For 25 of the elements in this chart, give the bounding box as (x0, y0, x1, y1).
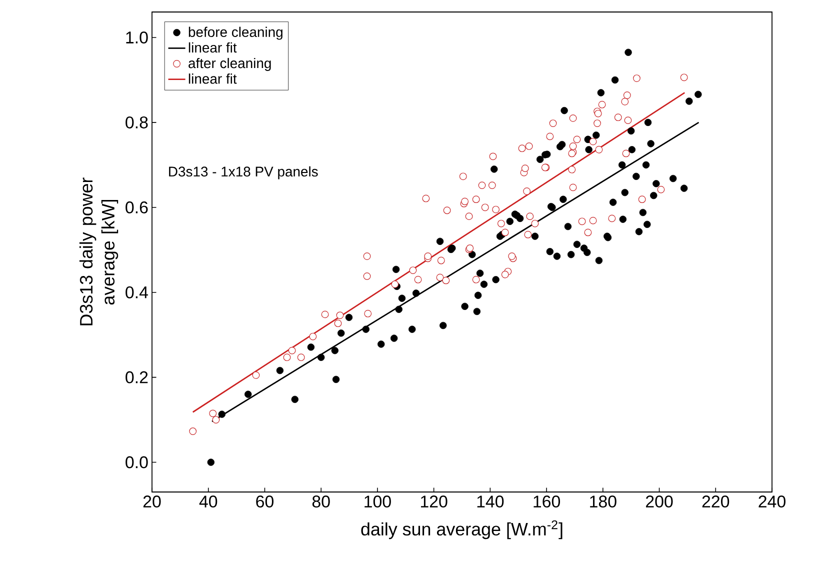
y-tick-label: 0.8 (126, 116, 148, 128)
x-tick-label: 160 (534, 496, 560, 508)
y-tick-label: 0.2 (126, 371, 148, 384)
legend-label: after cleaning (188, 58, 271, 71)
x-axis-title: daily sun average [W.m$^{-2}$] (361, 520, 562, 540)
x-tick-label: 200 (646, 496, 673, 508)
y-tick-label: 0.0 (126, 456, 148, 468)
y-tick-label: 1.0 (126, 31, 148, 44)
x-tick-label: 180 (590, 496, 616, 508)
x-tick-label: 240 (758, 496, 786, 508)
y-tick-label: 0.4 (126, 286, 148, 298)
x-tick-label: 220 (702, 496, 730, 508)
x-tick-label: 60 (256, 496, 274, 508)
annotation: D3s13 - 1x18 PV panels (169, 166, 318, 180)
legend-label: linear fit (188, 42, 237, 53)
x-tick-label: 140 (477, 496, 504, 508)
x-tick-label: 100 (364, 496, 391, 508)
x-tick-label: 40 (199, 496, 218, 508)
legend-label: before cleaning (188, 26, 282, 40)
x-tick-label: 120 (420, 496, 448, 508)
x-tick-label: 20 (143, 496, 161, 508)
legend-label: linear fit (188, 74, 237, 84)
y-tick-label: 0.6 (126, 201, 148, 214)
y-axis-title: D3s13 daily power average [kW] (79, 178, 118, 326)
x-tick-label: 80 (312, 496, 330, 508)
